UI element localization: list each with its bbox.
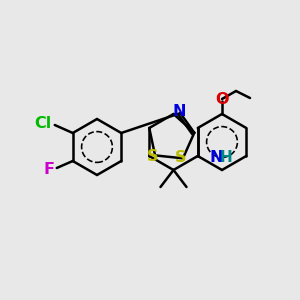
Text: N: N: [172, 103, 186, 118]
Text: O: O: [215, 92, 229, 107]
Text: F: F: [44, 161, 55, 176]
Text: N: N: [210, 151, 223, 166]
Text: Cl: Cl: [34, 116, 52, 131]
Text: S: S: [175, 150, 187, 165]
Text: H: H: [220, 151, 233, 166]
Text: S: S: [147, 149, 159, 164]
